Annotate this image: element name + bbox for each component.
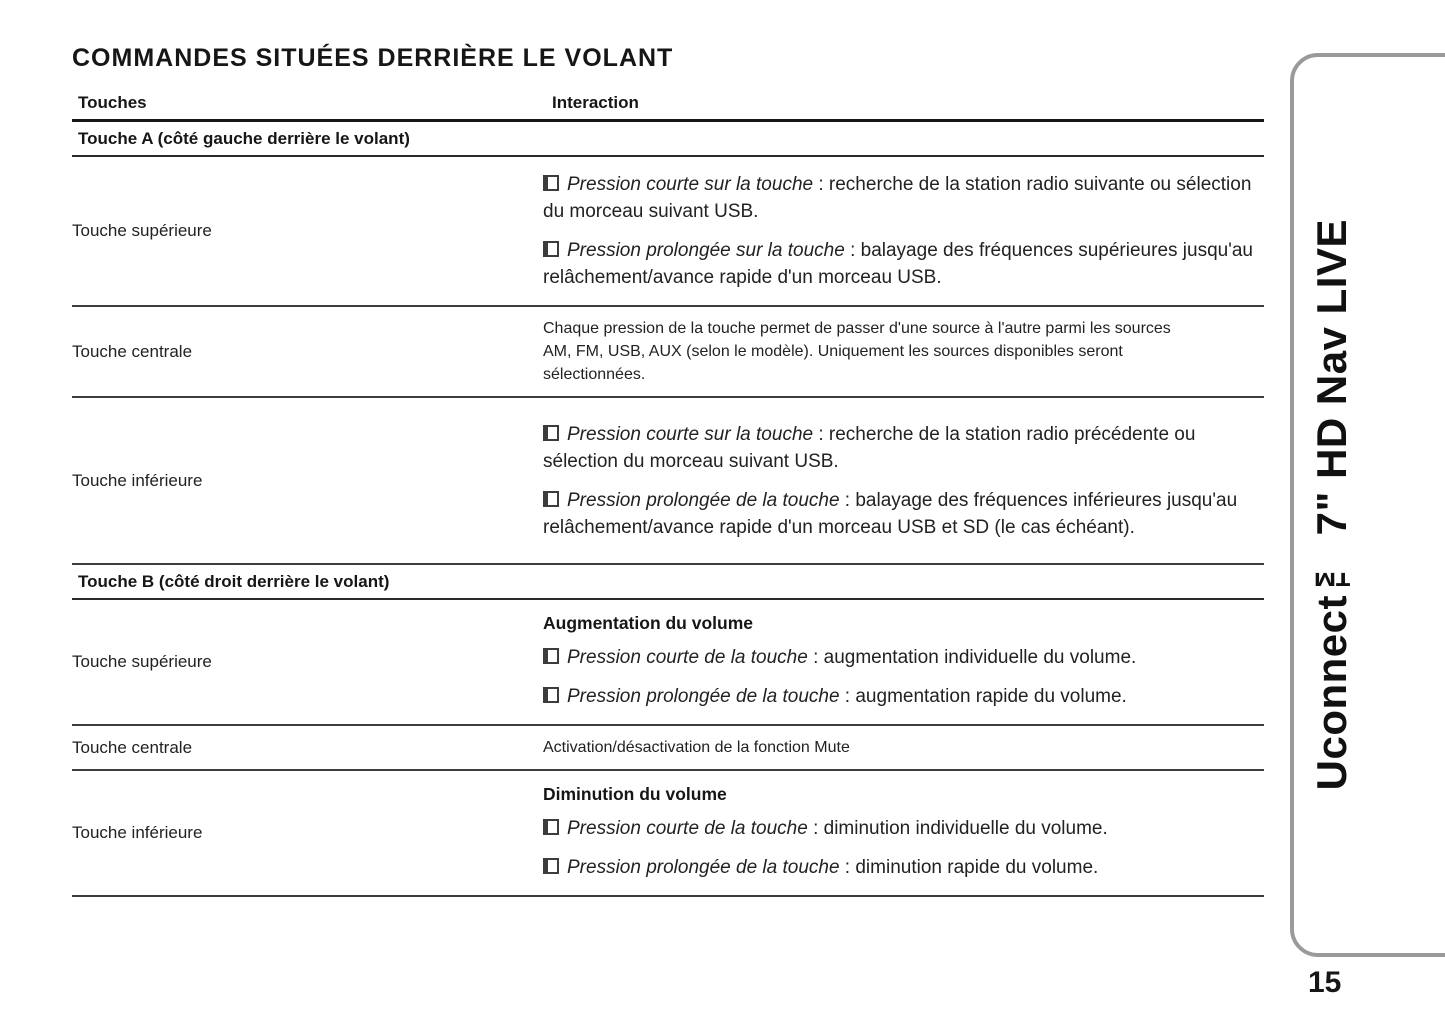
interaction-bullet-item: Pression courte de la touche : diminutio…	[543, 815, 1253, 842]
bullet-lead-italic: Pression prolongée sur la touche	[567, 240, 845, 261]
interaction-bullet-item: Pression courte de la touche : augmentat…	[543, 644, 1253, 671]
page-number: 15	[1308, 966, 1342, 999]
bullet-description: : recherche de la station radio suivante…	[543, 174, 1252, 222]
square-bullet-icon	[543, 819, 559, 835]
manual-page-content: COMMANDES SITUÉES DERRIÈRE LE VOLANT Tou…	[72, 0, 1264, 897]
interaction-paragraph: Activation/désactivation de la fonction …	[543, 739, 850, 756]
bullet-description: : diminution individuelle du volume.	[807, 818, 1108, 839]
touche-label: Touche centrale	[72, 341, 193, 361]
interaction-cell: Diminution du volume Pression courte de l…	[543, 771, 1253, 895]
interaction-bullet-item: Pression prolongée de la touche : balaya…	[543, 487, 1253, 541]
section-header-row: Touche A (côté gauche derrière le volant…	[72, 122, 1264, 157]
square-bullet-icon	[543, 241, 559, 257]
section-title: Touche A (côté gauche derrière le volant…	[78, 128, 410, 148]
chapter-sidebar-label: Uconnect™ 7" HD Nav LIVE	[1308, 219, 1355, 791]
interaction-bullet-item: Pression prolongée sur la touche : balay…	[543, 237, 1253, 291]
interaction-paragraph: Chaque pression de la touche permet de p…	[543, 320, 1171, 383]
touche-label: Touche supérieure	[72, 221, 212, 240]
bullet-lead-italic: Pression prolongée de la touche	[567, 857, 840, 878]
touche-label: Touche centrale	[72, 737, 193, 757]
interaction-cell: Augmentation du volume Pression courte de…	[543, 600, 1253, 724]
square-bullet-icon	[543, 858, 559, 874]
bullet-lead-italic: Pression courte de la touche	[567, 647, 808, 668]
table-header-row: Touches Interaction	[72, 86, 1264, 122]
interaction-cell: Activation/désactivation de la fonction …	[543, 726, 1253, 769]
bullet-lead-italic: Pression courte sur la touche	[567, 423, 814, 445]
square-bullet-icon	[543, 648, 559, 664]
column-header-interaction: Interaction	[552, 92, 639, 112]
interaction-bullet-item: Pression courte sur la touche : recherch…	[543, 171, 1253, 225]
bullet-description: : balayage des fréquences inférieures ju…	[543, 489, 1238, 538]
chapter-sidebar-tab: Uconnect™ 7" HD Nav LIVE	[1290, 53, 1445, 957]
bullet-description: : diminution rapide du volume.	[839, 857, 1099, 878]
interaction-bullet-item: Pression prolongée de la touche : augmen…	[543, 683, 1253, 710]
table-row: Touche centrale Activation/désactivation …	[72, 726, 1264, 771]
square-bullet-icon	[543, 175, 559, 191]
touche-label: Touche inférieure	[72, 470, 203, 490]
touche-label: Touche inférieure	[72, 823, 203, 842]
interaction-cell: Chaque pression de la touche permet de p…	[543, 307, 1253, 396]
bullet-lead-italic: Pression courte de la touche	[567, 818, 808, 839]
page-title: COMMANDES SITUÉES DERRIÈRE LE VOLANT	[72, 44, 674, 72]
interaction-bullet-item: Pression prolongée de la touche : diminu…	[543, 854, 1253, 881]
interaction-subheading: Diminution du volume	[543, 784, 727, 804]
column-header-touches: Touches	[78, 92, 147, 112]
bullet-lead-italic: Pression courte sur la touche	[567, 174, 814, 195]
section-title: Touche B (côté droit derrière le volant)	[78, 571, 390, 591]
section-header-row: Touche B (côté droit derrière le volant)	[72, 565, 1264, 600]
square-bullet-icon	[543, 424, 559, 441]
interaction-bullet-item: Pression courte sur la touche : recherch…	[543, 421, 1253, 475]
interaction-subheading: Augmentation du volume	[543, 613, 753, 633]
bullet-description: : balayage des fréquences supérieures ju…	[543, 240, 1253, 288]
controls-table: Touches Interaction Touche A (côté gauch…	[72, 86, 1264, 897]
interaction-cell: Pression courte sur la touche : recherch…	[543, 157, 1253, 305]
table-row: Touche inférieure Diminution du volume Pre…	[72, 771, 1264, 897]
table-row: Touche centrale Chaque pression de la tou…	[72, 307, 1264, 398]
bullet-description: : augmentation rapide du volume.	[839, 686, 1127, 707]
table-row: Touche supérieure Pression courte sur la …	[72, 157, 1264, 307]
table-body: Touche A (côté gauche derrière le volant…	[72, 122, 1264, 897]
bullet-description: : augmentation individuelle du volume.	[807, 647, 1137, 668]
bullet-lead-italic: Pression prolongée de la touche	[567, 489, 840, 511]
touche-label: Touche supérieure	[72, 652, 212, 671]
square-bullet-icon	[543, 490, 559, 507]
interaction-cell: Pression courte sur la touche : recherch…	[543, 398, 1253, 563]
square-bullet-icon	[543, 687, 559, 703]
bullet-description: : recherche de la station radio précéden…	[543, 423, 1196, 472]
bullet-lead-italic: Pression prolongée de la touche	[567, 686, 840, 707]
table-row: Touche supérieure Augmentation du volume P…	[72, 600, 1264, 726]
table-row: Touche inférieure Pression courte sur la …	[72, 398, 1264, 565]
